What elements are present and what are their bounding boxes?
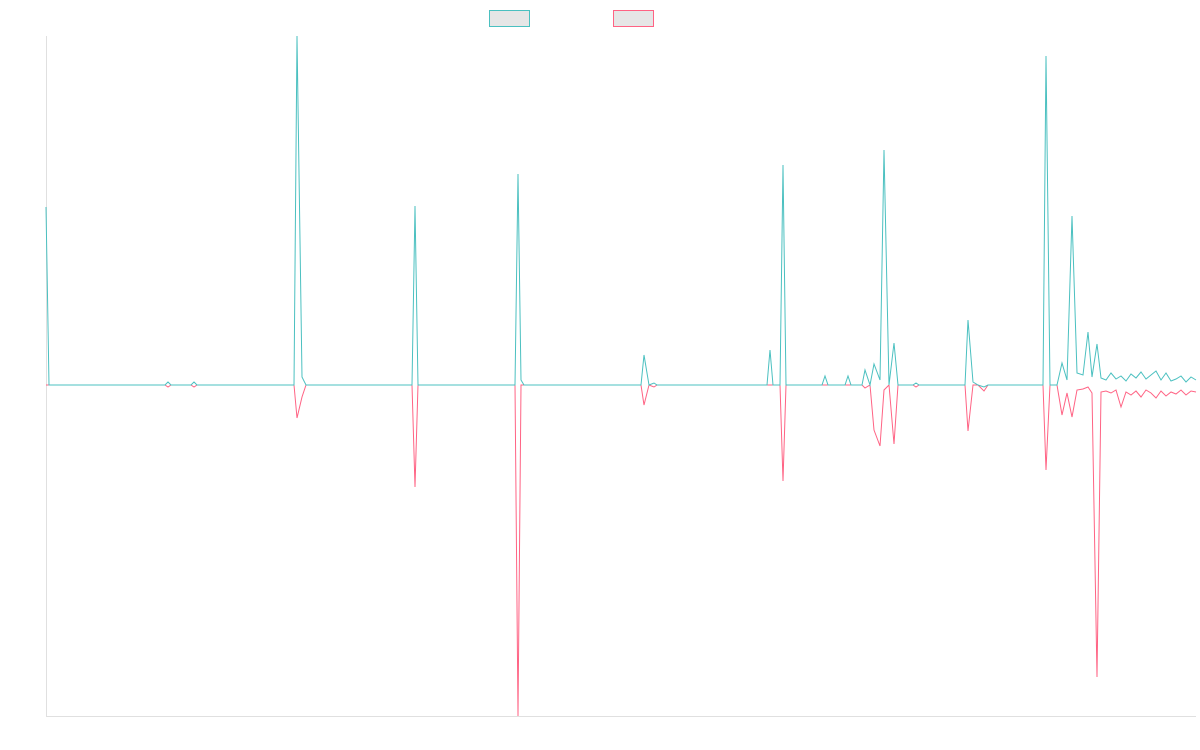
- legend-swatch: [489, 10, 530, 27]
- series-line: [45, 35, 1197, 388]
- legend-swatch: [613, 10, 654, 27]
- series-line: [46, 383, 1197, 717]
